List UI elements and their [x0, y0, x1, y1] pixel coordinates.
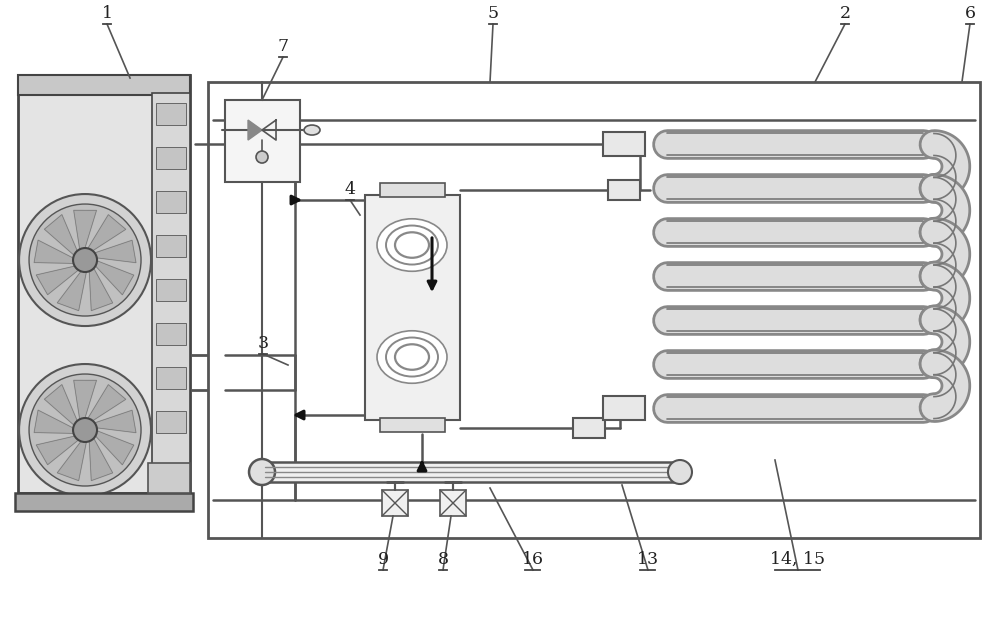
- Text: 4: 4: [345, 181, 356, 198]
- Polygon shape: [34, 240, 76, 264]
- Polygon shape: [44, 215, 78, 257]
- Bar: [18, 75, 190, 493]
- Polygon shape: [89, 267, 113, 310]
- Polygon shape: [94, 430, 134, 464]
- Polygon shape: [89, 436, 113, 481]
- Bar: [262, 462, 680, 482]
- Circle shape: [29, 374, 141, 486]
- Circle shape: [19, 364, 151, 496]
- Polygon shape: [87, 215, 126, 252]
- Circle shape: [73, 248, 97, 272]
- Ellipse shape: [377, 331, 447, 383]
- Text: 6: 6: [964, 5, 975, 22]
- Bar: [573, 418, 605, 438]
- Text: 8: 8: [438, 551, 449, 568]
- Text: 16: 16: [522, 551, 544, 568]
- Ellipse shape: [386, 337, 438, 376]
- Polygon shape: [94, 260, 134, 295]
- Bar: [156, 191, 186, 213]
- Bar: [156, 103, 186, 125]
- Bar: [156, 323, 186, 345]
- Bar: [440, 490, 466, 516]
- Bar: [208, 82, 980, 538]
- Text: 7: 7: [277, 38, 289, 55]
- Bar: [156, 279, 186, 301]
- Polygon shape: [34, 410, 76, 433]
- Text: 2: 2: [839, 5, 851, 22]
- Text: 3: 3: [257, 335, 269, 352]
- Bar: [225, 100, 300, 182]
- Bar: [156, 367, 186, 389]
- Bar: [380, 418, 445, 432]
- Polygon shape: [248, 120, 262, 140]
- Polygon shape: [74, 210, 96, 252]
- Text: 1: 1: [102, 5, 113, 22]
- Bar: [156, 235, 186, 257]
- Ellipse shape: [395, 344, 429, 370]
- Text: 5: 5: [487, 5, 499, 22]
- Polygon shape: [87, 384, 126, 422]
- Circle shape: [256, 151, 268, 163]
- Ellipse shape: [395, 232, 429, 258]
- Text: 13: 13: [637, 551, 659, 568]
- Bar: [382, 490, 408, 516]
- Bar: [18, 75, 190, 95]
- Polygon shape: [93, 410, 136, 433]
- Circle shape: [668, 460, 692, 484]
- Ellipse shape: [304, 125, 320, 135]
- Circle shape: [29, 204, 141, 316]
- Ellipse shape: [377, 219, 447, 271]
- Circle shape: [249, 459, 275, 485]
- Polygon shape: [74, 380, 96, 421]
- Circle shape: [73, 418, 97, 442]
- Bar: [603, 133, 645, 156]
- Bar: [152, 93, 190, 476]
- Polygon shape: [93, 240, 136, 263]
- Bar: [365, 195, 460, 420]
- Bar: [608, 180, 640, 200]
- Text: 14, 15: 14, 15: [770, 551, 826, 568]
- Circle shape: [19, 194, 151, 326]
- Bar: [148, 463, 190, 493]
- Polygon shape: [57, 439, 87, 481]
- Polygon shape: [36, 265, 80, 295]
- Text: 9: 9: [377, 551, 389, 568]
- Polygon shape: [57, 270, 87, 310]
- Bar: [380, 183, 445, 197]
- Bar: [156, 411, 186, 433]
- Bar: [603, 396, 645, 419]
- Polygon shape: [44, 384, 78, 426]
- Bar: [15, 493, 193, 511]
- Ellipse shape: [386, 225, 438, 265]
- Polygon shape: [36, 436, 80, 464]
- Bar: [156, 147, 186, 169]
